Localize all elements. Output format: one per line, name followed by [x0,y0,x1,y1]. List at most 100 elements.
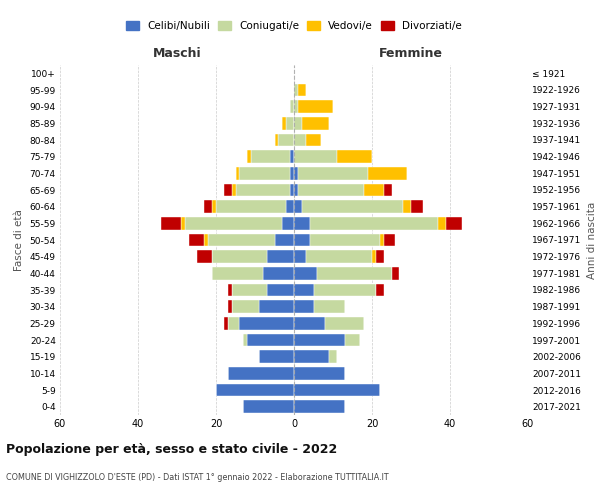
Y-axis label: Anni di nascita: Anni di nascita [587,202,597,278]
Bar [337,150,372,163]
Bar [403,200,411,213]
Bar [294,317,325,330]
Legend: Celibi/Nubili, Coniugati/e, Vedovi/e, Divorziati/e: Celibi/Nubili, Coniugati/e, Vedovi/e, Di… [126,21,462,31]
Bar [368,167,407,179]
Bar [275,134,278,146]
Bar [275,234,294,246]
Bar [294,267,317,280]
Bar [294,134,306,146]
Bar [438,217,446,230]
Text: Popolazione per età, sesso e stato civile - 2022: Popolazione per età, sesso e stato civil… [6,442,337,456]
Bar [224,317,228,330]
Bar [204,200,212,213]
Bar [376,250,384,263]
Bar [294,100,298,113]
Bar [259,300,294,313]
Bar [161,217,181,230]
Bar [290,167,294,179]
Bar [384,234,395,246]
Bar [266,250,294,263]
Bar [212,250,266,263]
Bar [302,117,329,130]
Bar [228,317,239,330]
Bar [185,217,283,230]
Bar [384,184,392,196]
Bar [228,367,294,380]
Bar [197,250,212,263]
Bar [266,284,294,296]
Bar [376,284,384,296]
Bar [283,117,286,130]
Bar [244,400,294,413]
Bar [294,400,344,413]
Bar [294,334,344,346]
Bar [259,350,294,363]
Bar [228,300,232,313]
Bar [212,200,216,213]
Bar [290,100,294,113]
Bar [278,134,294,146]
Bar [294,384,380,396]
Bar [294,200,302,213]
Bar [364,184,384,196]
Bar [208,234,275,246]
Bar [216,200,286,213]
Text: Maschi: Maschi [152,47,202,60]
Bar [224,184,232,196]
Bar [294,350,329,363]
Bar [446,217,462,230]
Bar [216,384,294,396]
Bar [372,250,376,263]
Bar [294,284,314,296]
Bar [212,267,263,280]
Bar [298,184,364,196]
Bar [286,200,294,213]
Bar [306,134,322,146]
Bar [263,267,294,280]
Bar [314,300,344,313]
Bar [239,167,290,179]
Bar [298,167,368,179]
Bar [232,284,266,296]
Bar [283,217,294,230]
Bar [232,184,235,196]
Bar [235,167,239,179]
Text: COMUNE DI VIGHIZZOLO D'ESTE (PD) - Dati ISTAT 1° gennaio 2022 - Elaborazione TUT: COMUNE DI VIGHIZZOLO D'ESTE (PD) - Dati … [6,472,389,482]
Bar [294,184,298,196]
Text: Femmine: Femmine [379,47,443,60]
Bar [294,84,298,96]
Bar [294,234,310,246]
Bar [290,150,294,163]
Bar [294,250,306,263]
Bar [325,317,364,330]
Bar [294,367,344,380]
Bar [189,234,204,246]
Bar [302,200,403,213]
Bar [244,334,247,346]
Bar [392,267,400,280]
Bar [298,100,333,113]
Y-axis label: Fasce di età: Fasce di età [14,209,24,271]
Bar [298,84,306,96]
Bar [239,317,294,330]
Bar [204,234,208,246]
Bar [317,267,392,280]
Bar [411,200,422,213]
Bar [251,150,290,163]
Bar [228,284,232,296]
Bar [380,234,384,246]
Bar [181,217,185,230]
Bar [294,167,298,179]
Bar [247,150,251,163]
Bar [294,300,314,313]
Bar [314,284,376,296]
Bar [247,334,294,346]
Bar [290,184,294,196]
Bar [310,217,438,230]
Bar [310,234,380,246]
Bar [236,184,290,196]
Bar [294,117,302,130]
Bar [306,250,372,263]
Bar [344,334,360,346]
Bar [294,150,337,163]
